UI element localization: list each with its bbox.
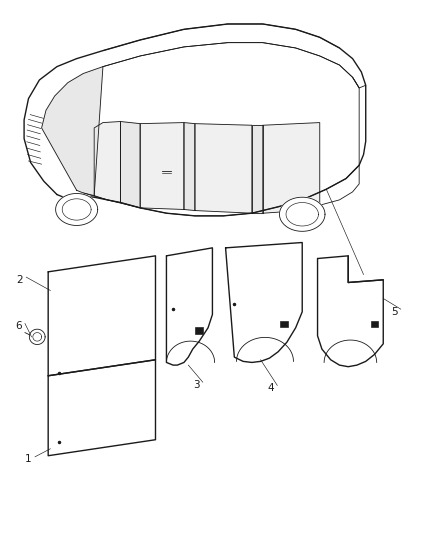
Polygon shape	[140, 123, 184, 209]
Text: 5: 5	[391, 307, 398, 317]
Polygon shape	[120, 122, 140, 208]
Polygon shape	[166, 248, 212, 365]
Bar	[280, 321, 288, 327]
Polygon shape	[42, 67, 103, 196]
Polygon shape	[226, 243, 302, 362]
Polygon shape	[195, 124, 252, 213]
Polygon shape	[184, 123, 195, 211]
Polygon shape	[24, 24, 366, 216]
Polygon shape	[263, 123, 320, 213]
Text: 3: 3	[193, 380, 200, 390]
Polygon shape	[94, 122, 120, 203]
Bar	[371, 321, 378, 327]
Polygon shape	[279, 197, 325, 231]
Text: 6: 6	[15, 321, 22, 331]
Polygon shape	[56, 193, 98, 225]
Text: 1: 1	[25, 455, 32, 464]
Polygon shape	[252, 125, 263, 213]
Bar	[195, 327, 203, 334]
Polygon shape	[318, 256, 383, 367]
Text: 4: 4	[267, 383, 274, 393]
Text: 2: 2	[16, 275, 23, 285]
Polygon shape	[48, 360, 155, 456]
Polygon shape	[48, 256, 155, 376]
